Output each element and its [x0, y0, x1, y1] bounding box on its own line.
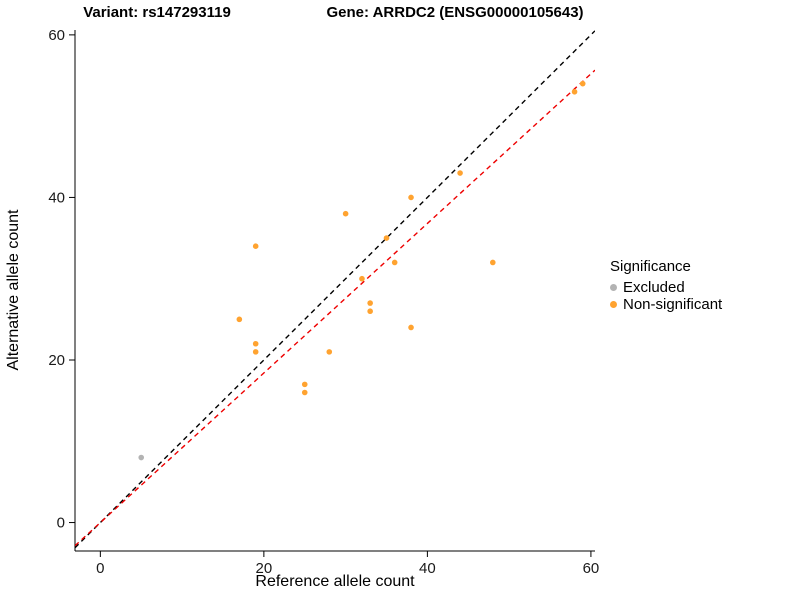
data-point-non-significant	[367, 300, 373, 306]
x-axis-title: Reference allele count	[255, 573, 415, 590]
x-tick-label: 0	[96, 560, 104, 577]
y-tick-label: 0	[57, 515, 65, 532]
data-point-non-significant	[367, 308, 373, 315]
data-point-non-significant	[579, 80, 586, 87]
data-point-non-significant	[252, 243, 259, 250]
data-point-non-significant	[252, 349, 259, 355]
data-point-non-significant	[408, 324, 414, 331]
data-point-excluded	[138, 454, 145, 461]
legend: Significance Excluded Non-significant	[610, 258, 722, 313]
legend-title: Significance	[610, 258, 691, 275]
variant-title: Variant: rs147293119	[83, 4, 231, 21]
data-point-non-significant	[391, 259, 398, 266]
data-point-non-significant	[457, 170, 463, 176]
data-point-non-significant	[301, 381, 308, 388]
legend-item-label: Non-significant	[623, 296, 723, 313]
data-point-non-significant	[383, 235, 390, 241]
gene-title: Gene: ARRDC2 (ENSG00000105643)	[326, 4, 583, 21]
legend-item-excluded: Excluded	[610, 279, 722, 296]
excluded-dot-icon	[610, 284, 617, 291]
identity-line	[75, 30, 595, 549]
abline-group	[75, 30, 595, 549]
points-group	[138, 80, 586, 461]
data-point-non-significant	[359, 275, 365, 282]
data-point-non-significant	[571, 88, 578, 95]
fit-line	[75, 69, 595, 547]
ticks-group: 0 20 40 60 0 20 40 60	[48, 27, 599, 577]
legend-item-label: Excluded	[623, 279, 685, 296]
non-significant-dot-icon	[610, 301, 617, 308]
data-point-non-significant	[408, 194, 414, 201]
data-point-non-significant	[301, 389, 308, 396]
data-point-non-significant	[236, 316, 243, 323]
x-tick-label: 20	[256, 560, 273, 577]
x-tick-label: 40	[419, 560, 436, 577]
y-axis-title: Alternative allele count	[5, 209, 22, 371]
legend-item-non-significant: Non-significant	[610, 296, 722, 313]
y-tick-label: 20	[48, 352, 65, 369]
y-tick-label: 60	[48, 27, 65, 44]
y-tick-label: 40	[48, 189, 65, 206]
data-point-non-significant	[252, 340, 259, 347]
data-point-non-significant	[326, 349, 333, 355]
x-tick-label: 60	[583, 560, 600, 577]
data-point-non-significant	[342, 210, 349, 217]
data-point-non-significant	[489, 259, 496, 266]
